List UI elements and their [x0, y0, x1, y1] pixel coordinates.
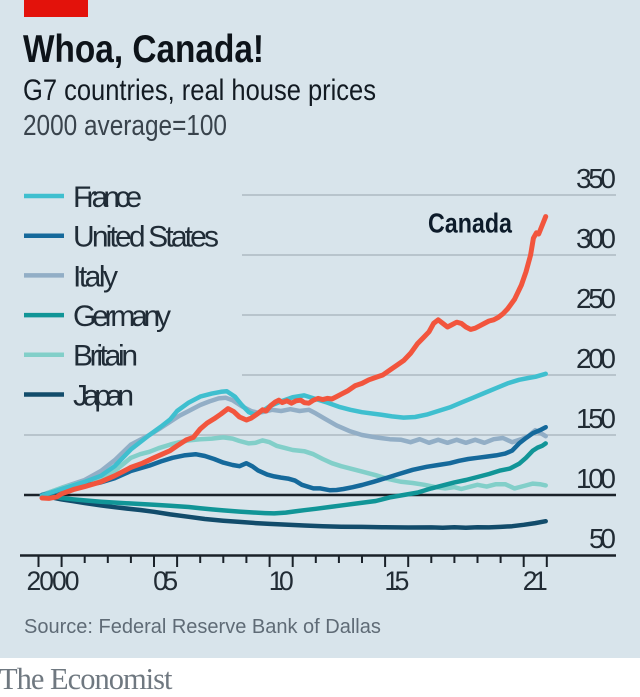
svg-text:G7 countries, real house price: G7 countries, real house prices	[23, 74, 376, 107]
svg-text:100: 100	[576, 463, 616, 494]
svg-text:Britain: Britain	[73, 340, 138, 373]
svg-text:15: 15	[384, 566, 409, 596]
svg-text:Whoa, Canada!: Whoa, Canada!	[23, 28, 264, 71]
svg-text:300: 300	[576, 223, 616, 254]
svg-text:150: 150	[576, 403, 616, 434]
svg-text:05: 05	[153, 566, 178, 596]
svg-text:200: 200	[576, 343, 616, 374]
svg-text:10: 10	[269, 566, 294, 596]
svg-text:250: 250	[576, 283, 616, 314]
svg-text:2000 average=100: 2000 average=100	[23, 110, 227, 142]
svg-text:United States: United States	[73, 221, 219, 254]
svg-text:2000: 2000	[27, 566, 80, 596]
svg-text:21: 21	[523, 566, 548, 596]
svg-text:Canada: Canada	[428, 208, 512, 239]
svg-text:Italy: Italy	[73, 260, 118, 293]
svg-text:50: 50	[589, 523, 616, 554]
svg-text:Japan: Japan	[73, 379, 134, 412]
svg-text:France: France	[73, 181, 142, 214]
svg-text:Germany: Germany	[73, 300, 171, 333]
svg-text:350: 350	[576, 163, 616, 194]
